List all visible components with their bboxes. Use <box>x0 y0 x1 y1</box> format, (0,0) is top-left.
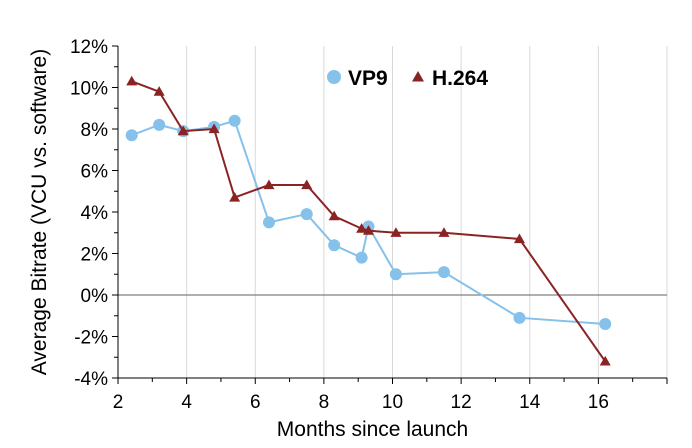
y-tick-label: 2% <box>81 245 109 266</box>
data-point <box>389 268 402 281</box>
x-tick-label: 4 <box>181 392 192 413</box>
y-tick-label: 4% <box>81 203 109 224</box>
data-point <box>513 311 526 324</box>
data-point <box>228 114 241 127</box>
y-tick-label: -2% <box>74 328 108 349</box>
x-tick-label: 8 <box>319 392 330 413</box>
y-tick-labels: -4% -2% 0% 2% 4% 6% 8% 10% 12% <box>70 37 108 390</box>
data-point <box>263 179 275 190</box>
legend-item: H.264 <box>412 67 488 90</box>
x-tick-label: 12 <box>451 392 472 413</box>
data-point <box>153 86 165 96</box>
y-tick-label: 8% <box>81 120 109 141</box>
vertical-gridlines <box>186 46 668 378</box>
series-h-264 <box>126 75 611 366</box>
data-point <box>262 216 275 229</box>
legend-item: VP9 <box>327 67 388 90</box>
data-point <box>328 210 340 221</box>
data-point <box>356 223 368 233</box>
data-point <box>355 251 368 264</box>
legend-marker <box>327 70 341 84</box>
y-tick-label: -4% <box>74 369 108 390</box>
data-point <box>208 123 220 134</box>
y-tick-label: 0% <box>81 286 109 307</box>
series-line <box>131 80 607 362</box>
data-point <box>229 191 241 202</box>
data-point <box>328 239 341 252</box>
x-tick-label: 2 <box>113 392 124 413</box>
data-point <box>301 179 313 190</box>
data-point <box>177 125 189 136</box>
axes <box>112 45 668 384</box>
series-vp9 <box>125 114 612 331</box>
data-point <box>513 233 525 244</box>
y-axis-title: Average Bitrate (VCU vs. software) <box>28 49 51 375</box>
data-point <box>125 129 138 142</box>
data-point <box>437 266 450 279</box>
data-point <box>599 355 611 366</box>
data-point <box>599 318 612 331</box>
y-tick-label: 12% <box>70 37 108 58</box>
x-tick-labels: 2 4 6 8 10 12 14 16 <box>113 392 609 413</box>
data-point <box>153 118 166 131</box>
legend-marker <box>412 71 424 82</box>
y-tick-label: 10% <box>70 79 108 100</box>
data-point <box>126 75 138 86</box>
data-point <box>362 225 374 235</box>
x-tick-label: 16 <box>588 392 609 413</box>
x-tick-label: 10 <box>382 392 403 413</box>
x-tick-label: 14 <box>519 392 541 413</box>
data-point <box>390 227 402 237</box>
y-tick-label: 6% <box>81 162 109 183</box>
x-axis-title: Months since launch <box>277 418 468 441</box>
x-tick-label: 6 <box>250 392 261 413</box>
legend-label: H.264 <box>432 67 488 90</box>
legend-label: VP9 <box>348 67 388 90</box>
legend: VP9 H.264 <box>327 67 488 90</box>
series-layer <box>125 75 612 366</box>
data-point <box>438 227 450 237</box>
data-point <box>300 208 313 221</box>
